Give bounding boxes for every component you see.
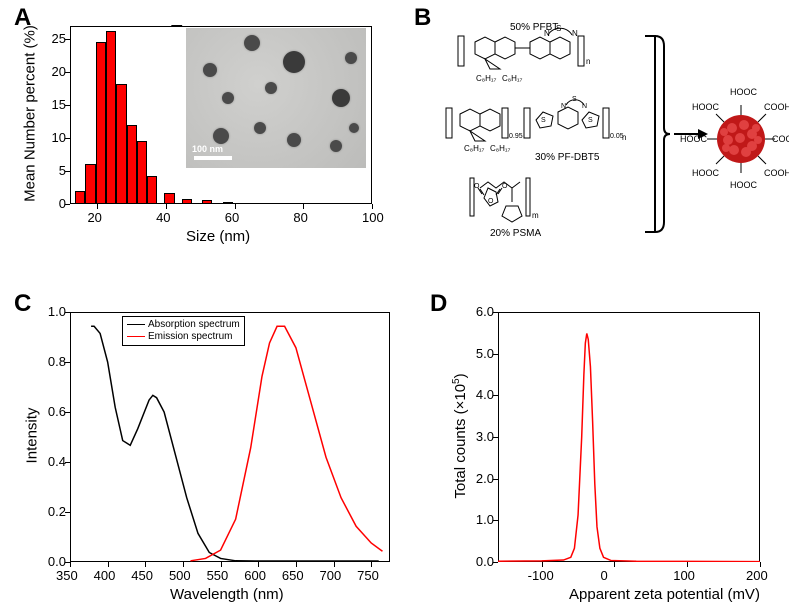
svg-text:O: O — [502, 183, 508, 190]
cooh-label: HOOC — [680, 134, 707, 144]
sub-label-4: C₈H₁₇ — [490, 144, 510, 153]
cooh-label: COOH — [764, 168, 789, 178]
svg-text:N: N — [582, 103, 587, 110]
svg-text:N: N — [572, 29, 578, 38]
svg-text:n: n — [586, 57, 590, 66]
pfbt-label: 50% PFBT — [510, 22, 558, 33]
svg-text:O: O — [474, 183, 480, 190]
panel-label-b: B — [414, 4, 431, 32]
svg-text:S: S — [588, 117, 593, 124]
pfdbt5-structure: 0.95 S N N S S 0.05 n — [446, 96, 626, 142]
svg-text:O: O — [488, 198, 494, 205]
inset-tem-image: 100 nm — [186, 28, 366, 168]
chart-c-spectra: 3504004505005506006507007500.00.20.40.60… — [70, 312, 390, 562]
svg-text:N: N — [561, 103, 566, 110]
svg-text:m: m — [532, 211, 539, 220]
cooh-label: HOOC — [692, 168, 719, 178]
cooh-label: COOH — [764, 102, 789, 112]
cooh-label: COOH — [772, 134, 789, 144]
pfdbt5-label: 30% PF-DBT5 — [535, 152, 599, 163]
svg-text:n: n — [622, 133, 626, 142]
panel-label-d: D — [430, 290, 447, 318]
sub-label-3: C₈H₁₇ — [464, 144, 484, 153]
svg-text:0.95: 0.95 — [509, 133, 523, 140]
cooh-label: HOOC — [730, 87, 757, 97]
sub-label-2: C₈H₁₇ — [502, 74, 522, 83]
cooh-label: HOOC — [730, 180, 757, 190]
psma-structure: O O O m — [470, 178, 539, 222]
svg-text:S: S — [541, 117, 546, 124]
psma-label: 20% PSMA — [490, 228, 541, 239]
panel-label-c: C — [14, 290, 31, 318]
bracket — [645, 36, 670, 232]
svg-text:S: S — [572, 96, 577, 103]
cooh-label: HOOC — [692, 102, 719, 112]
panel-b-schematic: S N N n 0.95 S N N S S 0.05 n — [440, 22, 780, 252]
sub-label-1: C₈H₁₇ — [476, 74, 496, 83]
chart-d-zeta: -10001002000.01.02.03.04.05.06.0Apparent… — [498, 312, 760, 562]
